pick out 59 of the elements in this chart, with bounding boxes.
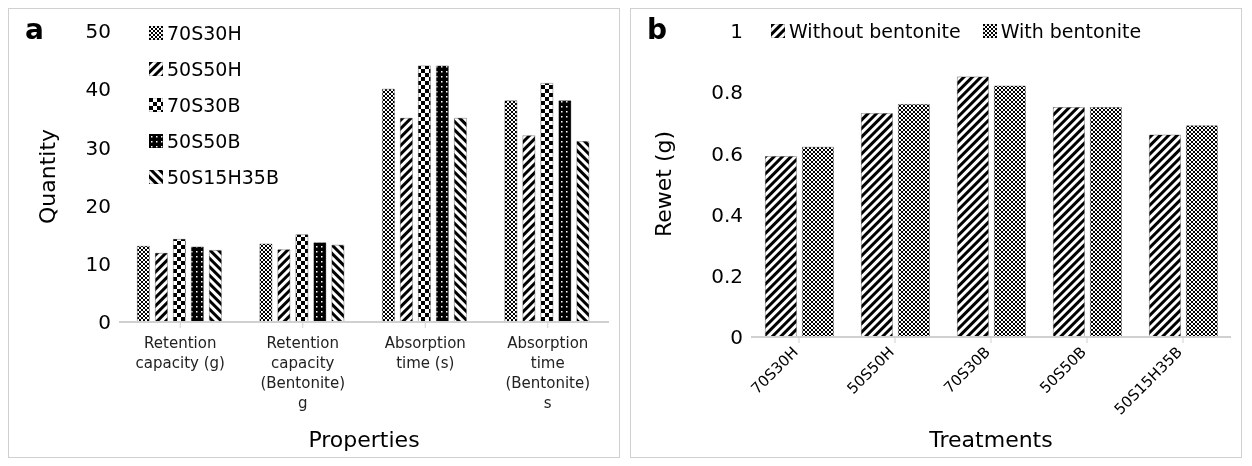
y-axis-title: Rewet (g) — [650, 130, 676, 238]
bar — [295, 234, 309, 322]
x-axis-title: Properties — [308, 427, 420, 452]
y-tick-label: 0.2 — [711, 263, 743, 288]
bar — [209, 250, 222, 322]
bar — [277, 249, 291, 322]
legend-label: 70S30H — [167, 21, 242, 45]
bar — [802, 147, 834, 337]
legend-label: 70S30B — [167, 93, 241, 117]
bar — [436, 65, 449, 322]
x-tick-label: Retention capacity (g) — [135, 334, 225, 372]
y-tick-label: 0.6 — [711, 141, 743, 166]
y-tick-label: 1 — [730, 19, 743, 44]
legend-label: 50S15H35B — [167, 165, 279, 189]
bar — [137, 246, 150, 322]
y-tick-label: 0 — [98, 310, 111, 335]
bar — [576, 141, 590, 322]
x-tick-label: Absorption time (Bentonite) s — [505, 334, 591, 412]
y-tick-label: 30 — [85, 135, 111, 160]
bar — [454, 118, 467, 322]
bar — [504, 100, 518, 322]
bar — [522, 135, 536, 322]
y-tick-label: 0.8 — [711, 80, 743, 105]
y-tick-label: 0.4 — [711, 202, 743, 227]
y-tick-label: 10 — [85, 251, 111, 276]
legend-label: 50S50H — [167, 57, 242, 81]
y-axis-title: Quantity — [34, 128, 60, 225]
bar — [898, 104, 930, 337]
bar — [994, 85, 1026, 337]
x-tick-label: Absorption time (s) — [384, 334, 466, 372]
chart-title: b — [647, 13, 668, 46]
y-tick-label: 0 — [730, 325, 743, 350]
chart-title: a — [25, 13, 44, 46]
bar — [861, 113, 893, 337]
bar — [418, 65, 431, 322]
bar — [313, 242, 327, 322]
bar — [765, 156, 797, 337]
y-tick-label: 20 — [85, 193, 111, 218]
bar — [957, 76, 989, 337]
bar — [558, 100, 572, 322]
legend-label: Without bentonite — [789, 19, 961, 43]
bar — [1090, 107, 1122, 337]
bar — [259, 243, 273, 322]
bar — [331, 245, 345, 322]
legend-label: With bentonite — [1000, 19, 1142, 43]
legend-label: 50S50B — [167, 129, 241, 153]
x-axis-title: Treatments — [928, 427, 1053, 452]
bar — [400, 118, 413, 322]
y-tick-label: 50 — [85, 19, 111, 44]
bar — [1186, 125, 1218, 337]
bar — [173, 239, 186, 322]
bar — [1053, 107, 1085, 337]
bar — [191, 246, 204, 322]
bar — [1149, 134, 1181, 337]
bar — [155, 253, 168, 322]
bar — [382, 89, 395, 322]
y-tick-label: 40 — [85, 77, 111, 102]
x-tick-label: Retention capacity (Bentonite) g — [260, 334, 346, 412]
bar — [540, 83, 554, 322]
